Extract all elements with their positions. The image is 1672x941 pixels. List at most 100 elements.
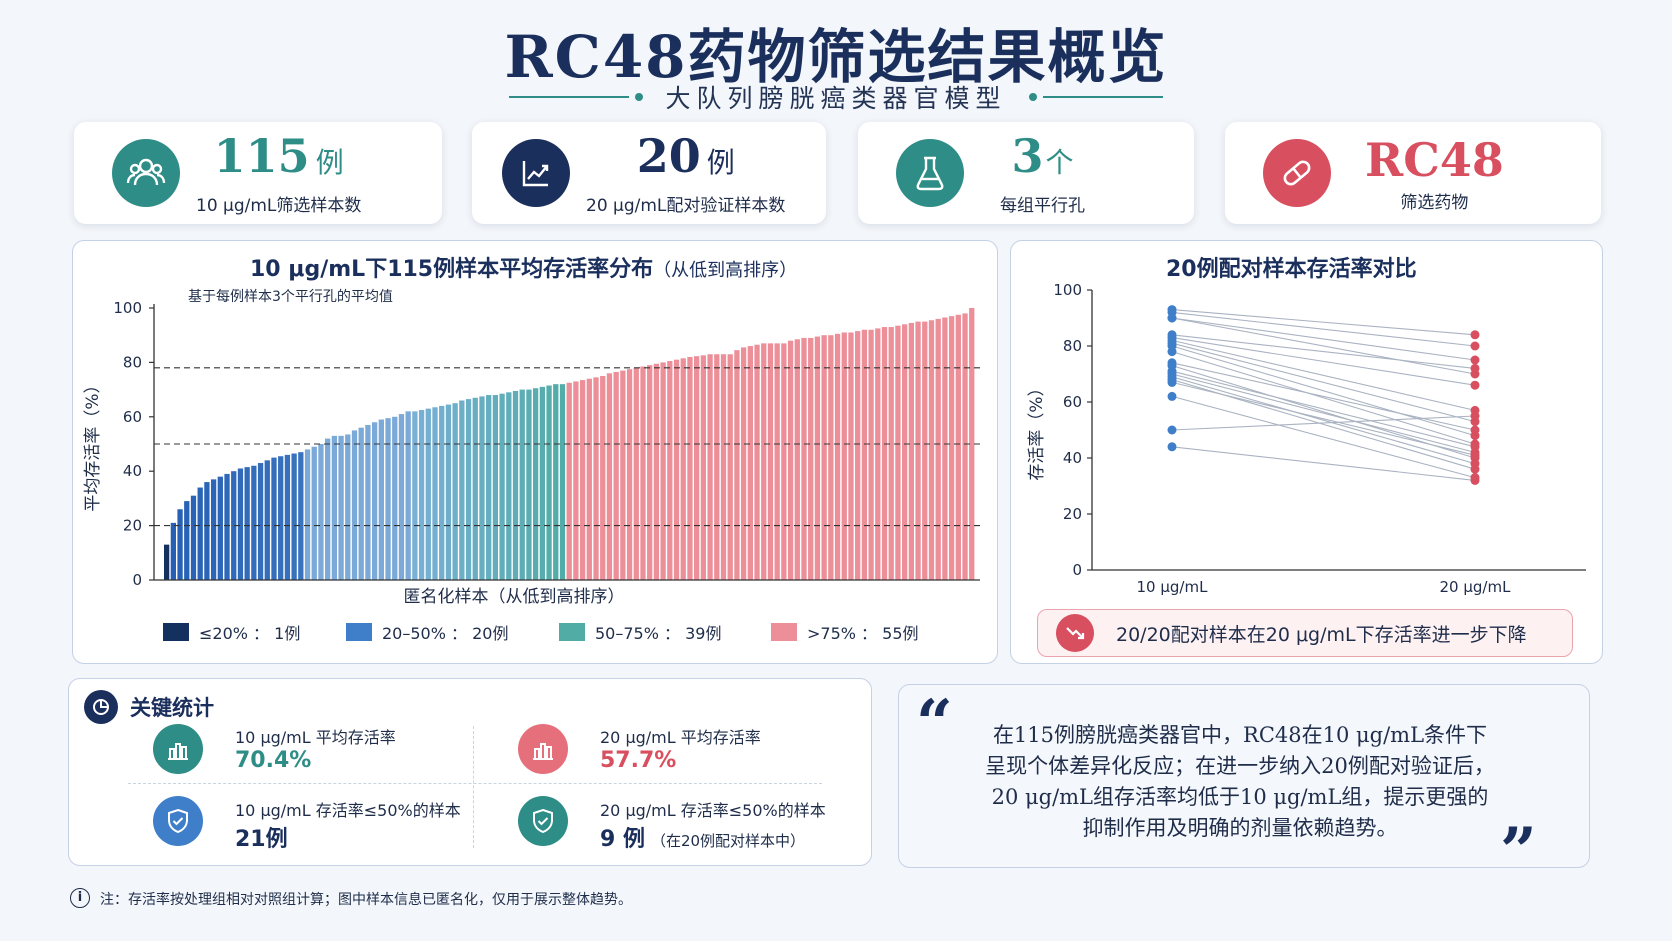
bar <box>747 346 753 580</box>
bar <box>727 354 733 580</box>
kpi-value: 115 <box>213 129 310 183</box>
bar <box>231 471 237 580</box>
pair-line <box>1171 311 1476 347</box>
quote-line: 在115例膀胱癌类器官中，RC48在10 μg/mL条件下 <box>992 723 1488 747</box>
point-10 <box>1167 347 1177 357</box>
legend-label: >75% ： 55例 <box>807 624 919 643</box>
legend-swatch <box>346 623 372 641</box>
bar <box>680 358 686 580</box>
bar <box>586 378 592 580</box>
bar <box>620 370 626 580</box>
bar <box>754 344 760 580</box>
bar <box>922 321 928 580</box>
pair-line <box>1171 317 1476 361</box>
bar <box>385 418 391 580</box>
y-tick-label: 20 <box>123 517 142 535</box>
bar <box>881 327 888 580</box>
bar <box>875 328 881 580</box>
point-20 <box>1470 330 1480 340</box>
stat-label: 20 μg/mL 存活率≤50%的样本 <box>600 801 826 820</box>
bar <box>600 376 606 580</box>
x-tick-label: 20 μg/mL <box>1440 578 1512 596</box>
bar <box>479 396 485 580</box>
kpi-card-samples: 115 例 10 μg/mL筛选样本数 <box>74 122 442 224</box>
bar-chart-title: 10 μg/mL下115例样本平均存活率分布（从低到高排序） <box>250 251 797 283</box>
bar <box>398 414 405 580</box>
bar <box>392 416 398 580</box>
trend-chart-icon <box>502 139 570 207</box>
bar <box>948 316 955 580</box>
footnote: 注：存活率按处理组相对对照组计算；图中样本信息已匿名化，仅用于展示整体趋势。 <box>100 892 632 908</box>
pair-line <box>1171 376 1476 465</box>
kpi-unit: 例 <box>706 146 735 179</box>
bar <box>660 362 666 580</box>
bar <box>626 369 633 580</box>
y-tick-label: 40 <box>1063 449 1082 467</box>
pair-line <box>1171 309 1476 336</box>
bar-chart: 0 20 40 60 80 100 平均存活率（%） 匿名化样本（从低到高排序） <box>83 299 980 607</box>
bar <box>928 320 935 580</box>
y-tick-label: 40 <box>123 462 142 480</box>
bar <box>371 422 378 580</box>
y-tick-label: 60 <box>1063 393 1082 411</box>
kpi-label: 20 μg/mL配对验证样本数 <box>586 196 786 216</box>
pair-line <box>1171 317 1476 375</box>
bar <box>841 332 847 580</box>
bar <box>935 318 941 580</box>
bar <box>311 446 317 580</box>
bar <box>412 411 418 580</box>
bar <box>164 544 170 580</box>
key-stats-title: 关键统计 <box>130 696 214 720</box>
kpi-unit: 个 <box>1045 146 1074 179</box>
bar <box>204 482 210 580</box>
kpi-value: RC48 <box>1365 132 1504 187</box>
bar <box>848 332 854 580</box>
bar <box>177 509 183 580</box>
subtitle-row: 大队列膀胱癌类器官模型 <box>0 80 1672 114</box>
y-tick-label: 80 <box>123 353 142 371</box>
bar <box>190 495 197 580</box>
bar <box>667 361 673 580</box>
bar <box>814 336 821 580</box>
bar <box>694 356 700 580</box>
stat-value: 70.4% <box>235 748 312 773</box>
bar <box>345 434 351 580</box>
bar <box>855 331 861 580</box>
pair-line <box>1171 351 1476 445</box>
stats-divider-vertical <box>473 726 474 848</box>
bar <box>170 522 176 580</box>
kpi-label: 筛选药物 <box>1400 192 1469 213</box>
y-tick-label: 100 <box>113 299 142 317</box>
shield-icon <box>518 796 568 846</box>
divider-left <box>509 96 630 98</box>
bar <box>465 399 472 580</box>
bar <box>861 329 868 580</box>
bar <box>740 347 747 580</box>
bar-chart-icon <box>518 724 568 774</box>
bar <box>432 407 438 580</box>
bar <box>553 384 559 580</box>
bar <box>573 381 579 580</box>
bar <box>653 363 660 580</box>
bar <box>197 487 203 580</box>
bar <box>291 453 297 580</box>
bar <box>828 335 834 580</box>
legend-item: 50–75% ： 39例 <box>559 620 721 644</box>
bar <box>834 333 841 580</box>
legend-label: 50–75% ： 39例 <box>595 624 722 643</box>
stat-value: 9 例 <box>600 827 645 852</box>
y-tick-label: 0 <box>132 571 142 589</box>
bar <box>519 389 525 580</box>
bar <box>640 366 646 580</box>
bar <box>579 380 586 580</box>
stat-value-row: 9 例 （在20例配对样本中） <box>600 821 805 853</box>
pair-line <box>1171 373 1476 453</box>
divider-right <box>1042 96 1163 98</box>
bar <box>734 350 740 580</box>
quote-line: 20 μg/mL组存活率均低于10 μg/mL组，提示更强的 <box>991 785 1489 809</box>
bar <box>821 335 827 580</box>
bar <box>700 355 707 580</box>
stats-divider-horizontal <box>128 783 822 784</box>
paired-callout: 20/20配对样本在20 μg/mL下存活率进一步下降 <box>1037 609 1573 657</box>
bar <box>546 385 552 580</box>
